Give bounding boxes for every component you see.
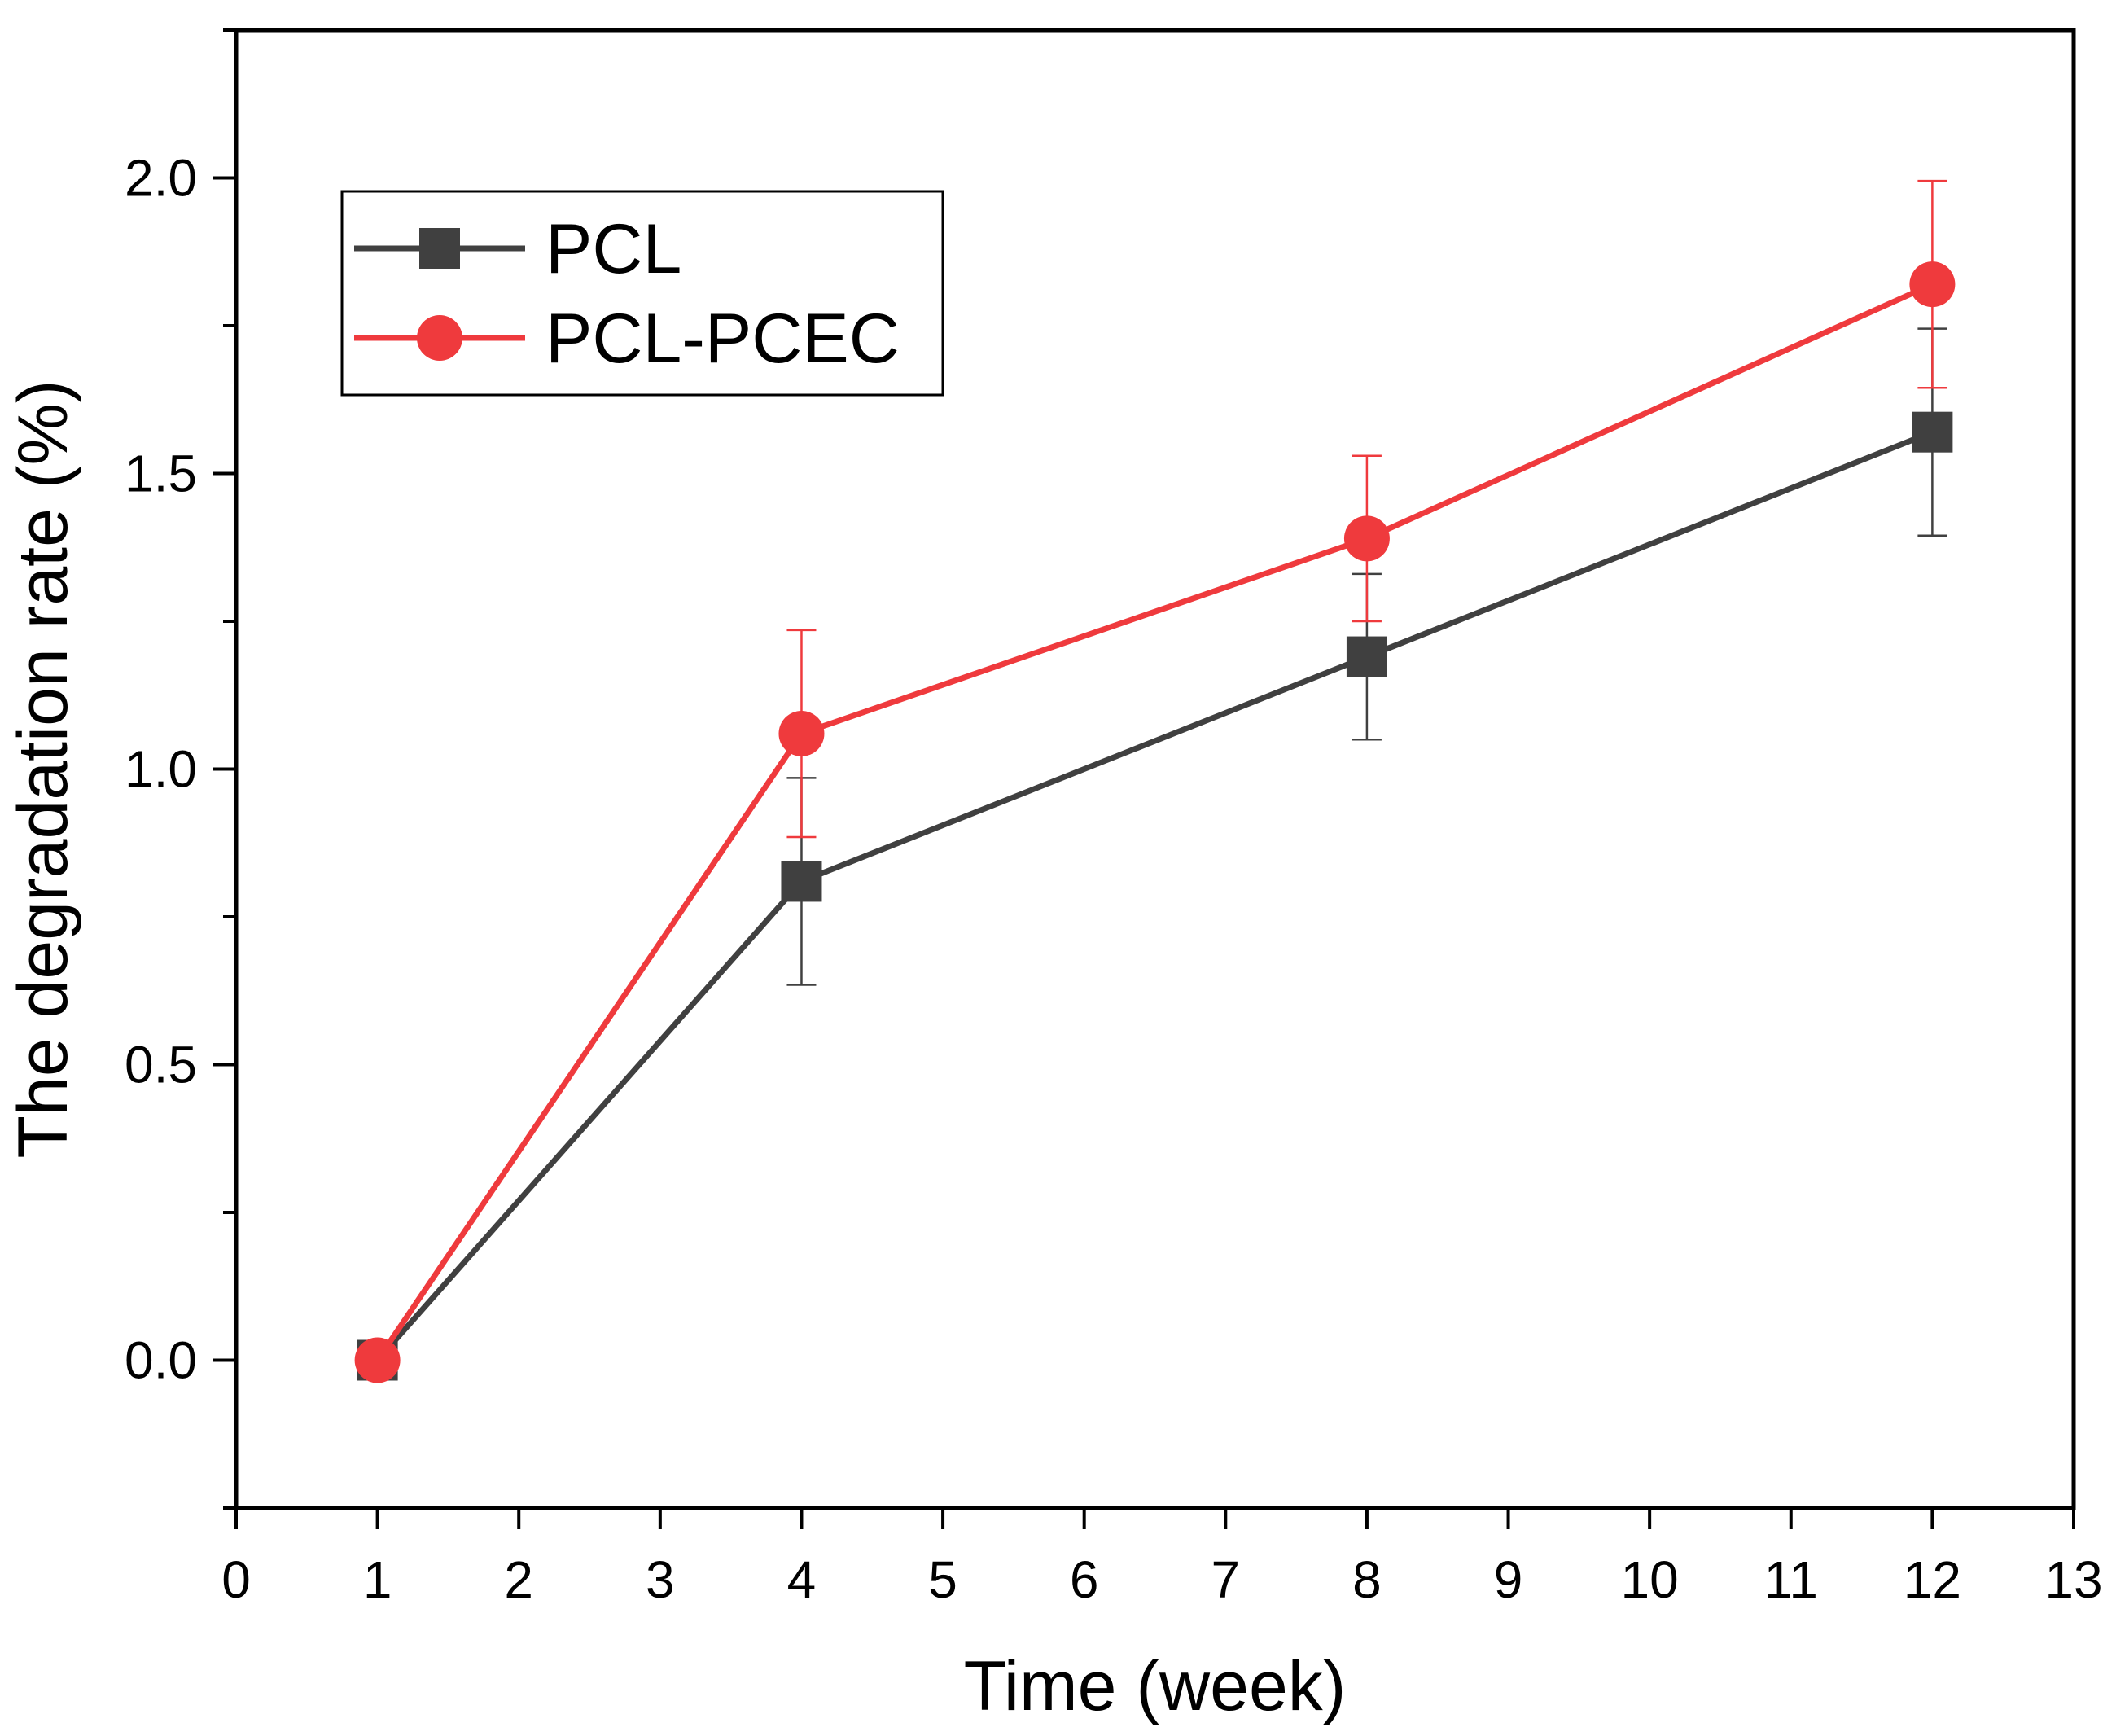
ticks: 0 1 2 3 4 5 6 7 8 9 10 11 12 130.00.51.01.52.0 (125, 28, 2103, 1609)
x-tick-label: 0 (221, 1550, 251, 1609)
series-line (375, 281, 1934, 1362)
data-point (1343, 515, 1390, 562)
data-point (778, 710, 825, 756)
x-tick-label: 4 (787, 1550, 817, 1609)
x-tick-label: 8 (1352, 1550, 1382, 1609)
data-point (1346, 636, 1387, 677)
axes: Time (week) The degradation rate (%) (4, 28, 2076, 1725)
x-tick-label: 1 (363, 1550, 392, 1609)
legend-label: PCL-PCEC (545, 300, 900, 378)
legend-item-pcl: PCL (354, 210, 681, 288)
y-tick-label: 0.5 (125, 1036, 197, 1094)
x-tick-label: 7 (1211, 1550, 1241, 1609)
y-tick-label: 1.5 (125, 445, 197, 503)
x-tick-label: 11 (1764, 1550, 1818, 1609)
y-axis-title: The degradation rate (%) (4, 379, 82, 1158)
x-tick-label: 6 (1070, 1550, 1099, 1609)
series-line (375, 429, 1934, 1362)
x-tick-label: 13 (2044, 1550, 2102, 1609)
series-pcl (357, 327, 1953, 1381)
legend: PCL PCL-PCEC (340, 190, 944, 397)
x-tick-label: 3 (646, 1550, 675, 1609)
x-tick-label: 10 (1621, 1550, 1679, 1609)
data-point (354, 1337, 401, 1383)
x-tick-label: 5 (928, 1550, 957, 1609)
data-point (781, 861, 822, 902)
legend-marker (419, 228, 460, 269)
legend-label: PCL (545, 210, 681, 288)
series (354, 179, 1956, 1383)
data-point (1912, 411, 1953, 453)
legend-marker (417, 315, 462, 361)
x-tick-label: 9 (1494, 1550, 1523, 1609)
y-tick-label: 0.0 (125, 1331, 197, 1390)
series-pcl-pcec (354, 179, 1956, 1383)
y-tick-label: 2.0 (125, 149, 197, 208)
data-point (1909, 261, 1956, 308)
x-tick-label: 2 (504, 1550, 533, 1609)
x-tick-label: 12 (1904, 1550, 1961, 1609)
y-tick-label: 1.0 (125, 740, 197, 799)
legend-item-pcl-pcec: PCL-PCEC (354, 300, 900, 378)
x-axis-title: Time (week) (964, 1647, 1347, 1725)
legend-box (340, 190, 944, 397)
